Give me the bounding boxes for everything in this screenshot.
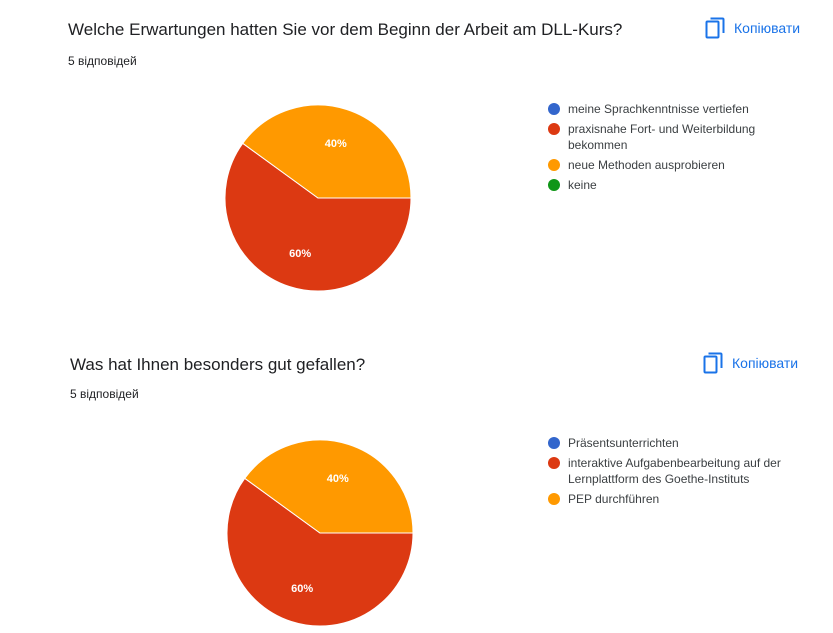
copy-label: Копіювати	[732, 355, 799, 371]
slice-label: 40%	[325, 138, 347, 150]
legend-label: Präsentsunterrichten	[568, 436, 679, 450]
legend-swatch	[548, 103, 560, 115]
question-title: Welche Erwartungen hatten Sie vor dem Be…	[68, 20, 623, 39]
pie-slice[interactable]	[244, 439, 414, 534]
copy-button[interactable]: Копіювати	[703, 352, 798, 374]
legend-label: praxisnahe Fort- und Weiterbildung bekom…	[568, 122, 756, 152]
slice-label: 60%	[291, 583, 313, 595]
copy-icon	[703, 352, 723, 374]
legend-item: interaktive Aufgabenbearbeitung auf der …	[548, 455, 798, 487]
copy-icon	[705, 17, 725, 39]
pie-chart: 60% 40%	[224, 104, 412, 292]
legend-swatch	[548, 437, 560, 449]
response-count: 5 відповідей	[70, 387, 139, 401]
slice-label: 60%	[289, 248, 311, 260]
pie-slice[interactable]	[242, 104, 412, 199]
legend-swatch	[548, 179, 560, 191]
question-title: Was hat Ihnen besonders gut gefallen?	[70, 355, 366, 374]
legend-swatch	[548, 123, 560, 135]
legend-label: neue Methoden ausprobieren	[568, 158, 725, 172]
copy-button[interactable]: Копіювати	[705, 17, 800, 39]
legend-item: Präsentsunterrichten	[548, 435, 798, 451]
legend-swatch	[548, 159, 560, 171]
slice-label: 40%	[327, 473, 349, 485]
pie-slice[interactable]	[226, 477, 414, 627]
chart-card-expectations: Welche Erwartungen hatten Sie vor dem Be…	[68, 17, 800, 292]
copy-label: Копіювати	[734, 20, 801, 36]
legend-label: PEP durchführen	[568, 492, 660, 506]
legend-label: interaktive Aufgabenbearbeitung auf der …	[568, 456, 781, 486]
legend-item: praxisnahe Fort- und Weiterbildung bekom…	[548, 121, 798, 153]
pie-slice[interactable]	[224, 142, 412, 292]
chart-card-liked: Was hat Ihnen besonders gut gefallen? 5 …	[0, 335, 833, 633]
chart-legend: Präsentsunterrichten interaktive Aufgaben…	[548, 435, 798, 511]
pie-chart: 60% 40%	[226, 439, 414, 627]
legend-label: keine	[568, 178, 597, 192]
response-count: 5 відповідей	[68, 54, 137, 68]
legend-item: neue Methoden ausprobieren	[548, 157, 798, 173]
legend-swatch	[548, 493, 560, 505]
legend-swatch	[548, 457, 560, 469]
legend-label: meine Sprachkenntnisse vertiefen	[568, 102, 749, 116]
legend-item: PEP durchführen	[548, 491, 798, 507]
chart-legend: meine Sprachkenntnisse vertiefen praxisna…	[548, 101, 798, 197]
legend-item: keine	[548, 177, 798, 193]
legend-item: meine Sprachkenntnisse vertiefen	[548, 101, 798, 117]
